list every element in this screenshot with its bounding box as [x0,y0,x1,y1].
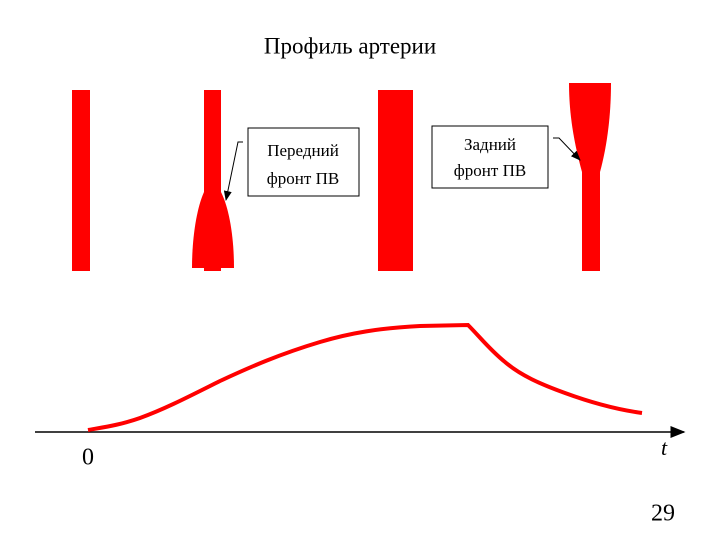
callout-line: Задний [464,135,516,154]
callout-front: Передний фронт ПВ [223,127,360,201]
artery-front [192,90,234,271]
callout-back: Задний фронт ПВ [431,125,581,189]
title: Профиль артерии [264,33,436,58]
axis-label: t [661,435,668,460]
callout-line: фронт ПВ [267,169,339,188]
callout-line: фронт ПВ [454,161,526,180]
callout-line: Передний [267,141,339,160]
pressure-curve [87,322,643,432]
origin-label: 0 [82,445,94,471]
artery-back [569,83,611,271]
page-number: 29 [651,501,675,527]
artery-normal [72,90,90,271]
artery-wide [378,90,413,271]
